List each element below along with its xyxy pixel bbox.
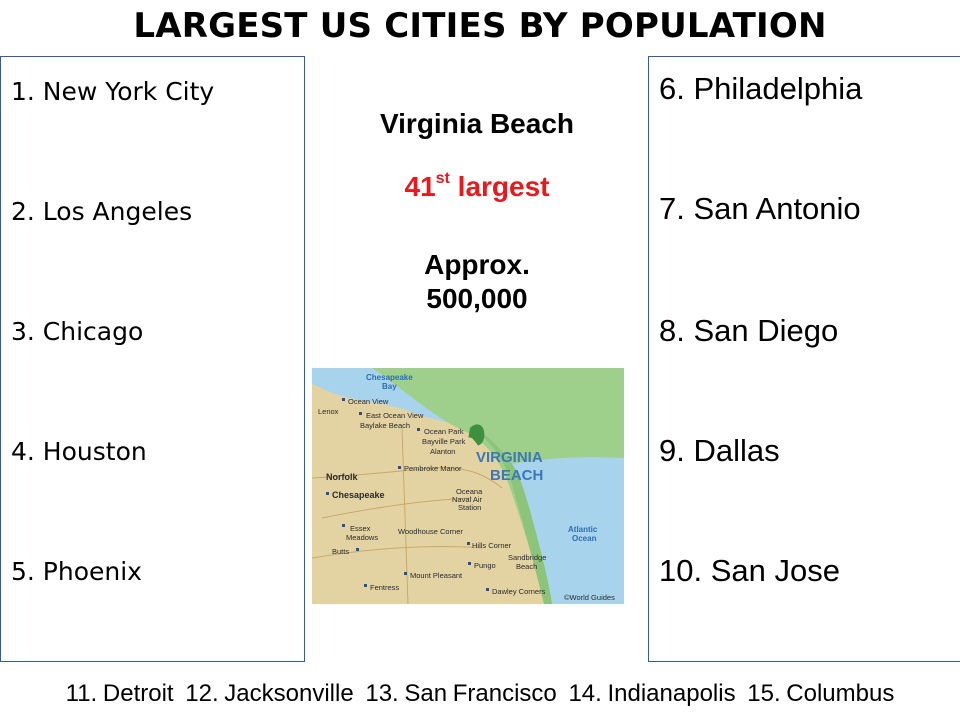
list-item: 3. Chicago: [11, 317, 144, 346]
list-item: 7. San Antonio: [659, 191, 861, 226]
map-title: VIRGINIA: [476, 449, 543, 466]
map-title: BEACH: [490, 467, 543, 484]
map-label: Sandbridge: [508, 553, 546, 562]
right-city-list: 6. Philadelphia 7. San Antonio 8. San Di…: [648, 56, 960, 662]
map-label: Bayville Park: [422, 437, 466, 446]
map-label: Baylake Beach: [360, 421, 410, 430]
map-label: Norfolk: [326, 472, 358, 482]
footer-city-list: 11. Detroit 12. Jacksonville 13. San Fra…: [0, 680, 960, 708]
list-item: 9. Dallas: [659, 433, 780, 468]
list-item: 14. Indianapolis: [568, 680, 736, 707]
featured-city-population: Approx. 500,000: [306, 248, 648, 316]
map-label: East Ocean View: [366, 411, 424, 420]
map-label: Ocean Park: [424, 427, 464, 436]
slide-title: LARGEST US CITIES BY POPULATION: [133, 6, 827, 46]
list-item: 15. Columbus: [747, 680, 895, 707]
map-label: Fentress: [370, 583, 399, 592]
map-label: Butts: [332, 547, 349, 556]
population-label: Approx.: [424, 249, 530, 280]
map-label: Woodhouse Corner: [398, 527, 463, 536]
featured-city-name: Virginia Beach: [379, 108, 574, 139]
map-label: Bay: [382, 382, 397, 391]
map-label: Ocean View: [348, 397, 389, 406]
map-label: Meadows: [346, 533, 378, 542]
virginia-beach-map: Chesapeake Bay Ocean View Lenox East Oce…: [312, 368, 624, 604]
list-item: 13. San Francisco: [365, 680, 557, 707]
map-label: Hills Corner: [472, 541, 512, 550]
list-item: 6. Philadelphia: [659, 71, 863, 106]
list-item: 5. Phoenix: [11, 557, 142, 586]
rank-suffix: st: [435, 170, 450, 187]
map-label: Essex: [350, 524, 371, 533]
map-credit: ©World Guides: [564, 593, 615, 602]
map-label: Oceana: [456, 487, 483, 496]
list-item: 10. San Jose: [659, 553, 840, 588]
map-label: Pembroke Manor: [404, 464, 462, 473]
rank-word: largest: [457, 171, 550, 202]
map-label: Dawley Corners: [492, 587, 546, 596]
map-label: Beach: [516, 562, 537, 571]
map-label: Ocean: [572, 534, 597, 543]
list-item: 1. New York City: [11, 77, 215, 106]
list-item: 12. Jacksonville: [185, 680, 354, 707]
population-value: 500,000: [426, 283, 528, 314]
map-label: Pungo: [474, 561, 496, 570]
left-city-list: 1. New York City 2. Los Angeles 3. Chica…: [0, 56, 305, 662]
list-item: 11. Detroit: [65, 680, 174, 707]
list-item: 8. San Diego: [659, 313, 839, 348]
map-label: Naval Air: [452, 495, 483, 504]
map-label: Mount Pleasant: [410, 571, 463, 580]
map-label: Station: [458, 503, 481, 512]
map-label: Chesapeake: [332, 490, 385, 500]
rank-number: 41: [404, 171, 436, 202]
map-label: Chesapeake: [366, 373, 413, 382]
list-item: 4. Houston: [11, 437, 147, 466]
map-label: Alanton: [430, 447, 455, 456]
map-label: Lenox: [318, 407, 339, 416]
map-image: Chesapeake Bay Ocean View Lenox East Oce…: [312, 368, 624, 604]
list-item: 2. Los Angeles: [11, 197, 193, 226]
featured-city-rank: 41st largest: [306, 170, 648, 203]
map-label: Atlantic: [568, 525, 598, 534]
